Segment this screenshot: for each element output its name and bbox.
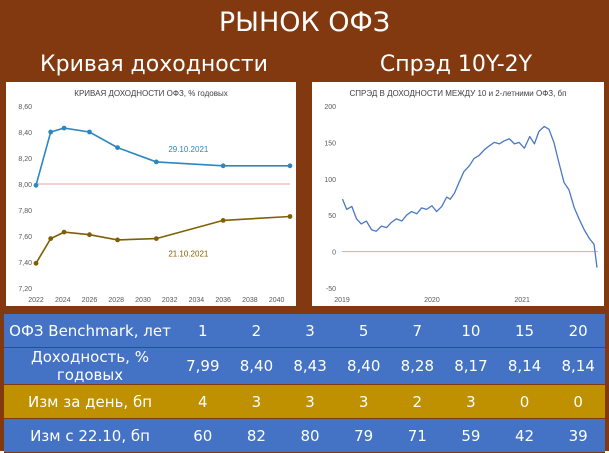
spread-panel: СПРЭД В ДОХОДНОСТИ МЕЖДУ 10 и 2-летними … (312, 82, 604, 306)
data-point (153, 159, 159, 165)
table-cell: 59 (444, 418, 498, 453)
y-tick-label: 7,20 (18, 286, 32, 293)
table-cell: 20 (551, 314, 605, 348)
y-tick-label: 8,00 (18, 182, 32, 189)
table-cell: 2 (229, 314, 284, 348)
table-row: ОФЗ Benchmark, лет 1 2 3 5 7 10 15 20 (4, 314, 605, 348)
y-tick-label: 7,60 (18, 234, 32, 241)
table-cell: 39 (551, 418, 605, 453)
table-cell: 8,14 (551, 347, 605, 385)
x-tick-label: 2026 (82, 297, 98, 304)
data-point (61, 229, 67, 235)
series-label: 21.10.2021 (168, 250, 209, 259)
yield-curve-heading: Кривая доходности (40, 52, 268, 77)
table-cell: 7,99 (176, 347, 230, 385)
x-tick-label: 2024 (55, 297, 71, 304)
spread-chart: -50 0 50 100 150 200 2019 2020 2021 (324, 104, 598, 304)
data-point (220, 163, 226, 169)
x-tick-label: 2022 (28, 297, 44, 304)
x-tick-label: 2038 (242, 297, 258, 304)
table-cell: 60 (176, 418, 230, 453)
spread-chart-title: СПРЭД В ДОХОДНОСТИ МЕЖДУ 10 и 2-летними … (349, 89, 567, 98)
table-cell: 71 (390, 418, 445, 453)
x-tick-label: 2034 (189, 297, 205, 304)
table-cell: 0 (497, 384, 552, 419)
table-row: Изм за день, бп 4 3 3 3 2 3 0 0 (4, 384, 605, 419)
table-cell: 0 (551, 384, 605, 419)
table-cell: 82 (229, 418, 284, 453)
table-cell: 5 (336, 314, 391, 348)
y-tick-label: -50 (326, 286, 336, 293)
x-tick-label: 2028 (108, 297, 124, 304)
data-point (287, 214, 293, 219)
table-cell: 7 (390, 314, 445, 348)
data-point (48, 129, 54, 135)
data-point (87, 129, 92, 135)
table-cell: 8,17 (444, 347, 498, 385)
table-cell: 8,28 (390, 347, 445, 385)
x-tick-label: 2036 (215, 297, 231, 304)
row-label: ОФЗ Benchmark, лет (4, 314, 176, 348)
table-row: Изм с 22.10, бп 60 82 80 79 71 59 42 39 (4, 418, 605, 453)
table-cell: 42 (497, 418, 552, 453)
data-point (33, 260, 39, 266)
y-tick-label: 50 (328, 213, 336, 220)
table-cell: 4 (176, 384, 230, 419)
data-point (220, 218, 226, 223)
yield-curve-chart-title: КРИВАЯ ДОХОДНОСТИ ОФЗ, % годовых (74, 89, 228, 98)
data-point (61, 125, 67, 131)
y-tick-label: 100 (324, 177, 336, 184)
x-tick-label: 2030 (135, 297, 151, 304)
spread-heading: Спрэд 10Y-2Y (379, 52, 533, 77)
ofz-benchmark-table: ОФЗ Benchmark, лет 1 2 3 5 7 10 15 20 Доходность,… (4, 314, 605, 453)
data-point (115, 237, 120, 243)
table-cell: 3 (283, 384, 337, 419)
data-point (115, 145, 120, 150)
page-title: РЫНОК ОФЗ (0, 0, 609, 46)
table-cell: 8,43 (283, 347, 337, 385)
x-tick-label: 2020 (424, 297, 440, 304)
x-tick-label: 2019 (334, 297, 350, 304)
series-label: 29.10.2021 (168, 145, 209, 154)
x-tick-label: 2021 (514, 297, 530, 304)
y-tick-label: 7,40 (18, 260, 32, 267)
table-cell: 10 (444, 314, 498, 348)
data-point (33, 182, 39, 188)
x-tick-label: 2040 (269, 297, 285, 304)
y-tick-label: 200 (324, 104, 336, 111)
data-point (287, 163, 293, 169)
data-point (153, 236, 159, 242)
row-label: Изм за день, бп (4, 384, 176, 419)
table-cell: 79 (336, 418, 391, 453)
y-tick-label: 8,40 (18, 130, 32, 137)
row-label: Изм с 22.10, бп (4, 418, 176, 453)
y-tick-label: 0 (332, 250, 336, 257)
y-tick-label: 7,80 (18, 208, 32, 215)
yield-curve-chart: 7,20 7,40 7,60 7,80 8,00 8,20 8,40 8,60 2022 2024… (18, 104, 293, 304)
table-cell: 1 (176, 314, 230, 348)
table-cell: 80 (283, 418, 337, 453)
table-cell: 3 (444, 384, 498, 419)
x-tick-label: 2032 (162, 297, 178, 304)
y-tick-label: 8,20 (18, 156, 32, 163)
table-cell: 2 (390, 384, 445, 419)
series-line (341, 125, 598, 268)
table-cell: 3 (283, 314, 337, 348)
table-cell: 3 (229, 384, 284, 419)
table-cell: 8,14 (497, 347, 552, 385)
row-label: Доходность, % годовых (4, 347, 176, 385)
yield-curve-panel: КРИВАЯ ДОХОДНОСТИ ОФЗ, % годовых 7,20 7,4… (6, 82, 296, 306)
y-tick-label: 150 (324, 140, 336, 147)
table-cell: 8,40 (336, 347, 391, 385)
y-tick-label: 8,60 (18, 104, 32, 111)
data-point (87, 232, 92, 238)
series-line (35, 215, 291, 264)
table-cell: 15 (497, 314, 552, 348)
table-cell: 8,40 (229, 347, 284, 385)
table-row: Доходность, % годовых 7,99 8,40 8,43 8,40 8,2… (4, 347, 605, 385)
data-point (48, 236, 54, 242)
table-cell: 3 (336, 384, 391, 419)
series-line (35, 127, 290, 186)
